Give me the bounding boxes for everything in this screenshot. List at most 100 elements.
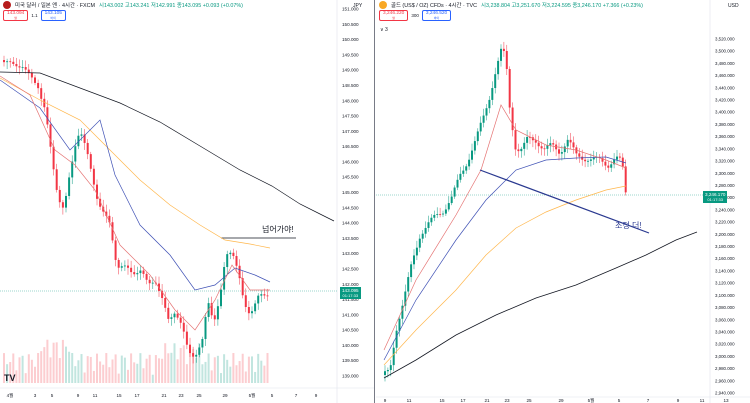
right-x-tick: 9 xyxy=(677,398,680,403)
left-candle-body xyxy=(12,61,15,64)
left-buy-button[interactable]: 143.105 바이 xyxy=(40,10,66,21)
right-candle-body xyxy=(424,227,427,234)
left-y-tick: 139.000 xyxy=(342,374,359,379)
left-candle-body xyxy=(61,202,64,208)
left-volume-bar xyxy=(136,363,139,383)
right-annotation: 조정 더! xyxy=(615,221,642,230)
left-volume-bar xyxy=(220,373,222,383)
right-candle-body xyxy=(473,141,476,151)
right-candle-body xyxy=(453,187,456,197)
left-volume-bar xyxy=(189,344,191,383)
left-candle-body xyxy=(173,313,176,318)
right-y-tick: 3,200.000 xyxy=(715,232,735,237)
right-y-tick: 3,500.000 xyxy=(715,49,735,54)
left-volume-bar xyxy=(21,355,24,383)
left-volume-bar xyxy=(223,354,226,383)
right-y-tick: 3,380.000 xyxy=(715,122,735,127)
left-volume-bar xyxy=(185,364,188,383)
left-price-chart[interactable]: 151.000 150.500 150.000 149.500 149.000 148.5… xyxy=(0,0,374,403)
left-volume-bar xyxy=(238,361,241,383)
right-x-tick: 17 xyxy=(460,398,466,403)
right-candle-body xyxy=(529,136,531,138)
left-candle-body xyxy=(176,313,179,318)
right-candle-body xyxy=(511,107,514,131)
left-x-tick: 3 xyxy=(34,393,37,398)
left-candle-body xyxy=(105,211,108,216)
right-candle-body xyxy=(479,122,482,132)
right-buy-button[interactable]: 3,246.520 바이 xyxy=(421,10,452,21)
left-candle-body xyxy=(130,267,133,273)
left-volume-bar xyxy=(80,354,83,383)
right-symbol-title[interactable]: 골드 (US$ / OZ) CFDs · 4시간 · TVC xyxy=(391,3,478,9)
left-candle-body xyxy=(192,353,195,357)
left-candle-body xyxy=(164,298,167,308)
left-volume-bar xyxy=(213,357,216,383)
gold-chart-panel[interactable]: 골드 (US$ / OZ) CFDs · 4시간 · TVC 시3,238.80… xyxy=(376,0,750,403)
left-candle-body xyxy=(86,142,89,155)
right-candle-body xyxy=(526,136,529,143)
left-x-tick: 21 xyxy=(161,393,167,398)
right-candle-body xyxy=(389,365,392,371)
left-volume-bar xyxy=(244,371,247,383)
left-volume-bar xyxy=(12,353,15,383)
left-volume-bar xyxy=(117,373,120,383)
right-candle-body xyxy=(401,305,404,319)
right-ma-long-line xyxy=(383,231,698,379)
left-candle-body xyxy=(266,295,269,297)
left-candle-body xyxy=(201,339,204,348)
right-sell-button[interactable]: 3,246.220 팔 xyxy=(379,10,409,21)
right-y-tick: 3,140.000 xyxy=(715,268,735,273)
left-symbol-title[interactable]: 미국 달러 / 일본 엔 · 4시간 · FXCM xyxy=(15,3,95,9)
left-candle-body xyxy=(148,279,151,284)
left-candle-body xyxy=(34,77,36,83)
left-y-tick: 139.500 xyxy=(342,358,359,363)
left-candle-body xyxy=(241,278,244,296)
left-candle-body xyxy=(136,273,139,275)
left-y-tick: 148.500 xyxy=(342,83,359,88)
right-x-tick: 25 xyxy=(526,398,532,403)
right-candle-body xyxy=(624,166,627,193)
right-price-chart[interactable]: 3,520.000 3,500.000 3,480.000 3,460.000 3,44… xyxy=(376,0,750,403)
left-volume-bar xyxy=(120,355,123,383)
right-candle-body xyxy=(444,209,447,214)
right-candle-body xyxy=(442,213,444,215)
right-y-tick: 3,460.000 xyxy=(715,73,735,78)
left-candle-body xyxy=(254,303,257,312)
left-candle-body xyxy=(40,88,43,99)
left-y-tick: 145.000 xyxy=(342,190,359,195)
left-volume-bar xyxy=(89,356,92,383)
left-candle-body xyxy=(37,82,40,89)
indicator-collapse-toggle[interactable]: ∨ 3 xyxy=(380,27,388,33)
left-candle-body xyxy=(179,317,182,323)
right-y-tick: 3,020.000 xyxy=(715,342,735,347)
left-candle-body xyxy=(46,107,49,125)
usdjpy-chart-panel[interactable]: 미국 달러 / 일본 엔 · 4시간 · FXCM 시143.002 고143.… xyxy=(0,0,375,403)
left-sell-button[interactable]: 143.094 팔 xyxy=(3,10,29,21)
right-candle-body xyxy=(398,318,401,331)
left-y-tick: 142.500 xyxy=(342,266,359,271)
left-candle-body xyxy=(3,60,5,63)
left-candle-body xyxy=(139,270,142,274)
right-y-tick: 3,060.000 xyxy=(715,317,735,322)
left-candle-body xyxy=(27,69,30,74)
left-volume-bar xyxy=(229,366,232,383)
left-current-price-tag: 143.095 01:17:33 xyxy=(340,287,361,299)
left-volume-bar xyxy=(77,360,80,383)
right-candle-body xyxy=(558,149,560,154)
left-volume-bar xyxy=(235,365,238,383)
right-candle-body xyxy=(616,156,618,160)
right-candle-body xyxy=(537,142,540,147)
left-candle-body xyxy=(198,347,201,355)
left-candle-body xyxy=(189,344,191,354)
left-x-tick: 11 xyxy=(93,393,98,398)
left-volume-bar xyxy=(216,355,219,383)
right-candle-body xyxy=(436,214,439,215)
left-volume-bar xyxy=(30,359,33,383)
left-volume-bar xyxy=(61,339,64,383)
left-candle-body xyxy=(257,295,260,304)
right-candle-body xyxy=(433,214,436,218)
right-candle-body xyxy=(439,214,442,215)
left-volume-bar xyxy=(68,351,71,383)
right-candle-body xyxy=(465,166,468,171)
right-candle-body xyxy=(534,140,537,143)
